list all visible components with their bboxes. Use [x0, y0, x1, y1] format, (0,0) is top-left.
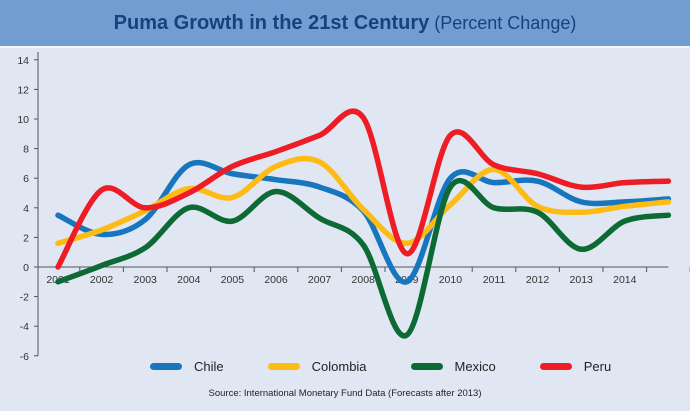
- x-tick-label: 2006: [264, 274, 288, 286]
- y-tick-label: 12: [17, 84, 29, 96]
- source-note: Source: International Monetary Fund Data…: [208, 388, 482, 399]
- x-tick-label: 2011: [483, 274, 506, 286]
- x-tick-label: 2007: [308, 274, 332, 286]
- x-tick-label: 2010: [439, 274, 463, 286]
- y-tick-label: 8: [23, 144, 29, 156]
- chart-subtitle: (Percent Change): [434, 12, 577, 33]
- y-tick-label: 2: [23, 232, 29, 244]
- x-tick-label: 2004: [177, 274, 201, 286]
- legend-label: Peru: [583, 359, 612, 374]
- y-tick-label: 10: [17, 114, 29, 126]
- legend-label: Colombia: [311, 359, 367, 374]
- legend-swatch: [150, 363, 182, 370]
- chart-title: Puma Growth in the 21st Century: [113, 11, 430, 34]
- x-tick-label: 2003: [134, 274, 158, 286]
- y-tick-label: 6: [23, 173, 29, 185]
- y-tick-label: -6: [20, 351, 29, 363]
- y-tick-label: -2: [20, 292, 29, 304]
- legend: Chile Colombia Mexico Peru: [150, 359, 655, 374]
- series-line-chile: [55, 159, 672, 285]
- chart-title-bar: Puma Growth in the 21st Century (Percent…: [0, 0, 690, 48]
- y-tick-label: 4: [23, 203, 29, 215]
- y-tick-label: -4: [20, 321, 29, 333]
- y-tick-label: 0: [23, 262, 29, 274]
- y-tick-label: 14: [17, 55, 29, 67]
- legend-swatch: [410, 363, 443, 370]
- series-line-mexico: [55, 177, 672, 339]
- legend-swatch: [267, 363, 300, 370]
- x-tick-label: 2005: [221, 274, 245, 286]
- x-tick-label: 2014: [613, 274, 637, 286]
- legend-item-chile: Chile: [150, 359, 224, 374]
- x-tick-label: 2012: [526, 274, 550, 286]
- legend-item-peru: Peru: [539, 359, 612, 374]
- legend-item-colombia: Colombia: [267, 359, 367, 374]
- legend-label: Mexico: [454, 359, 496, 374]
- x-tick-label: 2002: [90, 274, 114, 286]
- legend-item-mexico: Mexico: [410, 359, 496, 374]
- legend-label: Chile: [194, 359, 224, 374]
- series-line-colombia: [55, 155, 672, 247]
- x-tick-label: 2008: [352, 274, 376, 286]
- x-tick-label: 2013: [570, 274, 594, 286]
- legend-swatch: [539, 363, 572, 370]
- series-line-peru: [55, 108, 672, 270]
